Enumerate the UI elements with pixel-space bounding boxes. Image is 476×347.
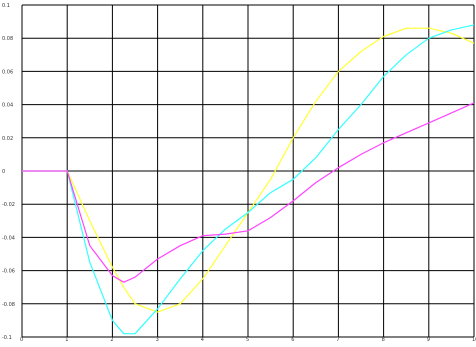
x-tick-label: 6 <box>291 337 294 342</box>
x-tick-label: 2 <box>110 337 113 342</box>
y-tick-label: -0.04 <box>2 235 15 241</box>
y-tick-label: -0.1 <box>2 335 12 341</box>
x-tick-label: 10 <box>472 337 476 342</box>
y-tick-label: 0 <box>2 169 5 175</box>
x-tick-label: 1 <box>65 337 68 342</box>
y-tick-label: 0.06 <box>2 69 13 75</box>
x-tick-label: 7 <box>336 337 339 342</box>
series-line-2 <box>22 24 475 335</box>
series-line-3 <box>22 102 475 283</box>
x-tick-label: 0 <box>20 337 23 342</box>
tick-label-layer: 0.1 0.08 0.06 0.04 0.02 0 -0.02 -0.04 -0.06 -0.08… <box>2 3 476 343</box>
x-tick-label: 5 <box>246 337 249 342</box>
x-tick-label: 8 <box>382 337 385 342</box>
y-tick-label: 0.04 <box>2 103 13 109</box>
x-tick-label: 9 <box>427 337 430 342</box>
x-tick-label: 4 <box>201 337 204 342</box>
y-tick-label: -0.08 <box>2 302 15 308</box>
y-tick-label: 0.1 <box>2 3 10 9</box>
y-tick-label: -0.06 <box>2 269 15 275</box>
series-layer <box>22 24 475 335</box>
y-tick-label: 0.02 <box>2 136 13 142</box>
y-tick-label: 0.08 <box>2 36 13 42</box>
x-tick-label: 3 <box>156 337 159 342</box>
y-tick-label: -0.02 <box>2 202 15 208</box>
